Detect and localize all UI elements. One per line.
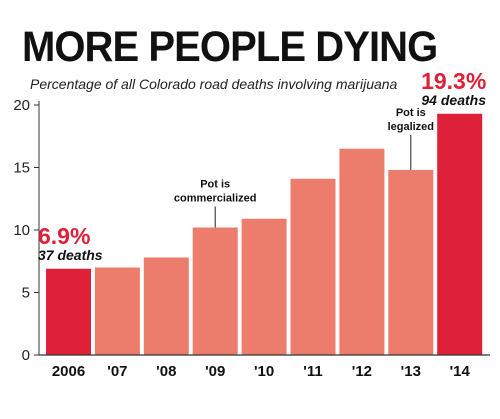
chart-subtitle: Percentage of all Colorado road deaths i…: [30, 76, 398, 92]
annotation-line: legalized: [388, 121, 434, 133]
x-tick-label: '08: [156, 363, 176, 380]
x-tick-label: '13: [401, 363, 421, 380]
bar-7: [388, 170, 434, 355]
x-tick-label: '14: [450, 363, 471, 380]
chart-title: MORE PEOPLE DYING: [22, 23, 438, 71]
y-tick-label: 10: [13, 222, 30, 239]
annotation-line: commercialized: [174, 193, 257, 205]
bar-1: [94, 267, 140, 355]
callout-deaths: 94 deaths: [421, 92, 486, 108]
y-tick-label: 5: [22, 285, 30, 302]
bar-3: [192, 227, 238, 355]
callout-value: 6.9%: [38, 223, 90, 249]
callout-deaths: 37 deaths: [38, 247, 103, 263]
y-tick-label: 0: [22, 347, 30, 364]
bar-0: [46, 268, 91, 355]
annotation-line: Pot is: [200, 179, 230, 191]
callout-value: 19.3%: [421, 68, 486, 94]
y-tick-label: 20: [13, 97, 30, 114]
x-tick-label: '12: [352, 363, 372, 380]
bar-8: [437, 113, 483, 355]
bar-2: [143, 257, 189, 355]
annotation-line: Pot is: [396, 107, 426, 119]
bar-6: [339, 148, 385, 355]
x-tick-label: '11: [303, 363, 322, 380]
y-tick-label: 15: [13, 160, 30, 177]
x-tick-label: '07: [107, 363, 127, 380]
x-tick-label: '10: [254, 363, 274, 380]
bar-4: [241, 218, 287, 355]
bar-5: [290, 178, 336, 355]
x-tick-label: 2006: [52, 363, 85, 380]
x-tick-label: '09: [205, 363, 225, 380]
